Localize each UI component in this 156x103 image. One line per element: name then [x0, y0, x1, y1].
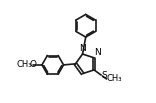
Text: N: N	[95, 48, 101, 57]
Text: S: S	[102, 71, 107, 80]
Text: O: O	[30, 60, 37, 69]
Text: CH₃: CH₃	[107, 74, 122, 84]
Text: CH₃: CH₃	[17, 60, 32, 69]
Text: N: N	[79, 44, 86, 53]
